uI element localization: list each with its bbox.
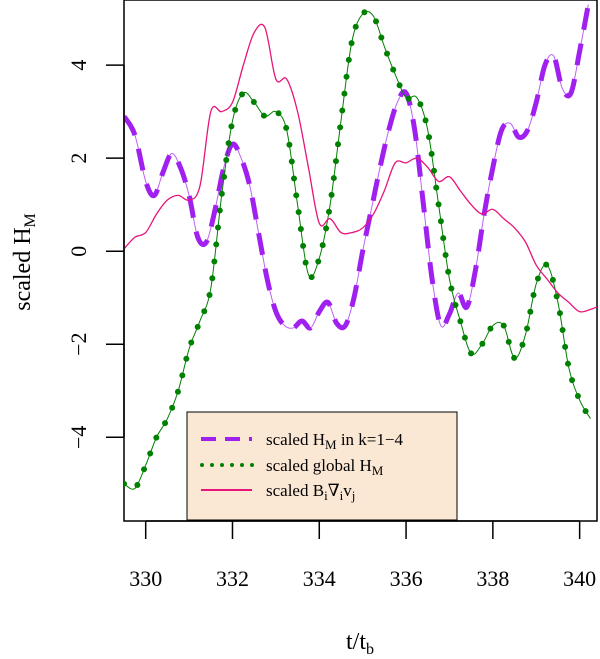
y-axis: −4 −2 0 2 4: [66, 60, 125, 449]
series-bgradv-line: [124, 23, 597, 313]
x-tick-label: 336: [390, 566, 423, 591]
x-tick-label: 340: [563, 566, 596, 591]
y-tick-label: −4: [66, 426, 91, 449]
series-spectral-line: [124, 4, 591, 331]
x-tick-label: 330: [129, 566, 162, 591]
y-tick-label: 2: [66, 153, 91, 164]
x-tick-label: 334: [303, 566, 336, 591]
series-global-dots: [124, 8, 594, 493]
x-tick-label: 338: [476, 566, 509, 591]
x-axis: 330 332 334 336 338 340: [129, 520, 596, 591]
x-tick-label: 332: [216, 566, 249, 591]
y-axis-title: scaled HM: [10, 213, 39, 311]
legend-label-global: scaled global HM: [266, 456, 384, 478]
legend: scaled HM in k=1−4 scaled global HM scal…: [186, 411, 458, 521]
x-axis-title: t/tb: [346, 629, 374, 658]
y-tick-label: 0: [66, 246, 91, 257]
legend-box: [186, 411, 458, 521]
y-tick-label: 4: [66, 60, 91, 71]
y-tick-label: −2: [66, 333, 91, 356]
legend-label-spectral: scaled HM in k=1−4: [266, 430, 403, 452]
series-spectral-thin-line: [124, 4, 589, 329]
legend-label-bgradv: scaled Bi∇ivj: [266, 481, 355, 503]
series-layer: [124, 4, 597, 493]
